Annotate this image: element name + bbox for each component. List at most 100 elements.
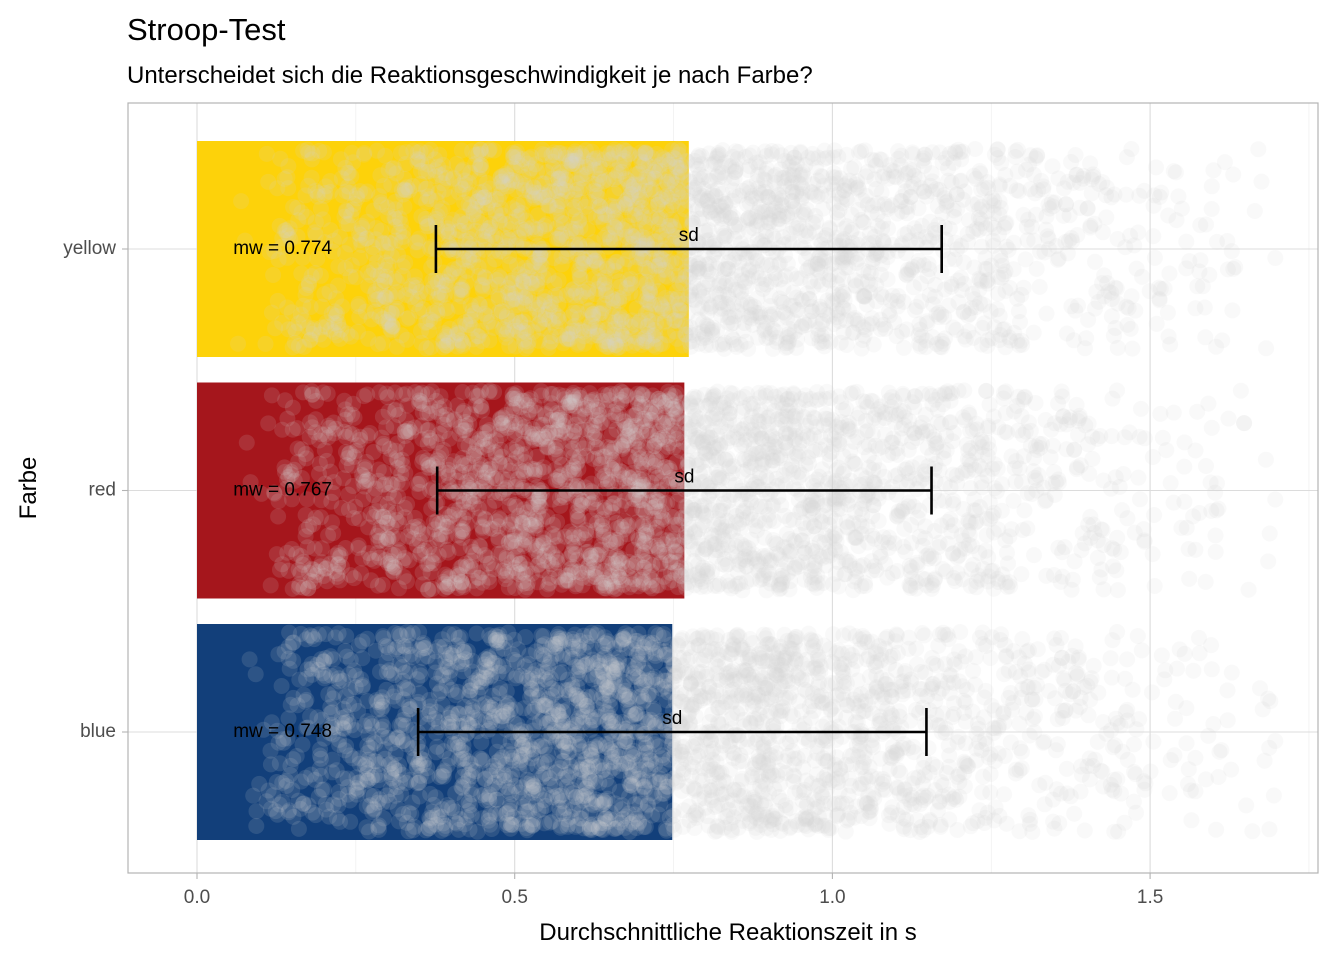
data-point <box>388 692 405 709</box>
data-point <box>778 539 795 556</box>
data-point <box>443 704 459 721</box>
data-point <box>777 797 794 814</box>
data-point <box>828 731 845 748</box>
data-point <box>1051 815 1068 832</box>
data-point <box>303 660 320 677</box>
data-point <box>1197 573 1214 590</box>
data-point <box>642 636 659 653</box>
data-point <box>454 522 471 539</box>
data-point <box>804 639 821 656</box>
data-point <box>946 695 962 712</box>
data-point <box>269 722 286 739</box>
data-point <box>810 688 827 705</box>
data-point <box>664 712 681 729</box>
data-point <box>460 794 477 811</box>
data-point <box>670 637 687 654</box>
data-point <box>554 786 571 803</box>
data-point <box>536 754 553 771</box>
data-point <box>865 739 881 756</box>
data-point <box>595 671 612 688</box>
data-point <box>995 704 1012 721</box>
data-point <box>935 777 952 794</box>
data-point <box>397 717 414 734</box>
data-point <box>458 809 475 826</box>
data-point <box>453 653 470 670</box>
data-point <box>627 706 644 723</box>
data-point <box>278 778 295 794</box>
data-point <box>876 773 892 790</box>
data-point <box>741 815 758 832</box>
data-point <box>774 661 791 678</box>
data-point <box>517 803 534 820</box>
data-point <box>830 806 847 822</box>
data-point <box>751 706 768 723</box>
data-point <box>877 630 894 647</box>
data-point <box>873 646 890 663</box>
data-point <box>533 387 550 404</box>
data-point <box>629 705 646 722</box>
data-point <box>498 683 515 700</box>
data-point <box>941 811 958 828</box>
data-point <box>709 651 726 668</box>
data-point <box>310 626 327 643</box>
data-point <box>677 750 694 767</box>
data-point <box>747 685 764 702</box>
data-point <box>1089 733 1106 750</box>
data-point <box>345 750 362 767</box>
data-point <box>577 780 594 797</box>
data-point <box>817 817 833 834</box>
data-point <box>994 476 1011 493</box>
data-point <box>1145 733 1162 750</box>
data-point <box>675 761 692 778</box>
data-point <box>1095 778 1112 795</box>
data-point <box>498 549 515 566</box>
data-point <box>827 707 844 724</box>
data-point <box>1183 812 1200 829</box>
data-point <box>808 660 825 677</box>
data-point <box>581 758 598 775</box>
data-point <box>746 793 763 810</box>
data-point <box>629 632 646 649</box>
data-point <box>1062 686 1079 703</box>
data-point <box>284 634 301 651</box>
data-point <box>1082 508 1099 525</box>
data-point <box>753 768 770 785</box>
data-point <box>621 824 638 840</box>
data-point <box>458 726 474 743</box>
data-point <box>995 705 1012 722</box>
data-point <box>673 755 690 772</box>
data-point <box>614 810 631 827</box>
data-point <box>763 691 779 708</box>
data-point <box>818 691 835 708</box>
data-point <box>1265 787 1282 804</box>
data-point <box>347 679 364 696</box>
data-point <box>1176 458 1193 475</box>
data-point <box>1029 641 1046 658</box>
data-point <box>723 694 740 711</box>
data-point <box>570 640 587 657</box>
data-point <box>665 702 681 719</box>
data-point <box>945 570 962 586</box>
data-point <box>673 657 690 674</box>
data-point <box>852 631 869 648</box>
data-point <box>337 714 353 731</box>
data-point <box>846 809 862 826</box>
data-point <box>775 467 792 484</box>
data-point <box>505 817 521 833</box>
data-point <box>945 706 962 722</box>
data-point <box>740 805 757 822</box>
data-point <box>435 768 452 785</box>
data-point <box>794 792 811 809</box>
data-point <box>841 748 858 765</box>
data-point <box>411 624 428 641</box>
data-point <box>535 697 552 714</box>
data-point <box>1066 805 1083 822</box>
data-point <box>1167 693 1184 710</box>
data-point <box>585 797 602 814</box>
data-point <box>512 810 529 827</box>
data-point <box>989 570 1006 587</box>
data-point <box>402 771 419 788</box>
data-point <box>766 665 783 682</box>
data-point <box>1087 751 1103 768</box>
data-point <box>996 666 1013 683</box>
